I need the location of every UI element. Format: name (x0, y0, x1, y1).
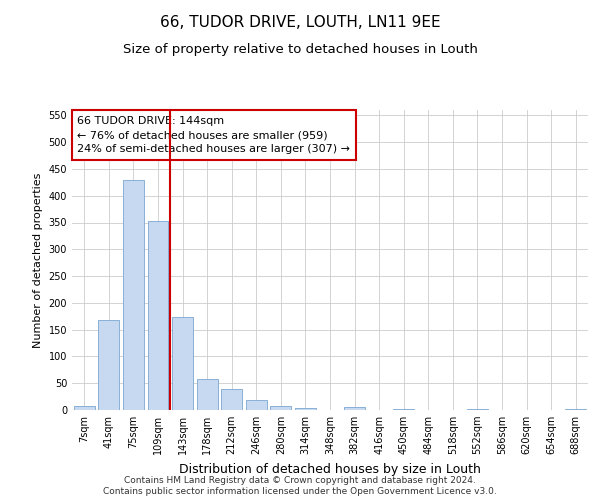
Text: Contains public sector information licensed under the Open Government Licence v3: Contains public sector information licen… (103, 487, 497, 496)
Bar (246, 400, 267, 410)
Bar (295, 408, 316, 410)
Bar (123, 180, 144, 410)
Bar (393, 409, 414, 410)
Bar (221, 388, 242, 410)
Text: Contains HM Land Registry data © Crown copyright and database right 2024.: Contains HM Land Registry data © Crown c… (124, 476, 476, 485)
Bar (74, 406, 95, 410)
Text: Size of property relative to detached houses in Louth: Size of property relative to detached ho… (122, 42, 478, 56)
Bar (565, 409, 586, 410)
Bar (197, 380, 218, 410)
Bar (98, 320, 119, 410)
Text: 66, TUDOR DRIVE, LOUTH, LN11 9EE: 66, TUDOR DRIVE, LOUTH, LN11 9EE (160, 15, 440, 30)
Bar (344, 408, 365, 410)
Bar (172, 317, 193, 410)
Text: 66 TUDOR DRIVE: 144sqm
← 76% of detached houses are smaller (959)
24% of semi-de: 66 TUDOR DRIVE: 144sqm ← 76% of detached… (77, 116, 350, 154)
Bar (271, 406, 292, 410)
X-axis label: Distribution of detached houses by size in Louth: Distribution of detached houses by size … (179, 462, 481, 475)
Bar (148, 221, 169, 410)
Y-axis label: Number of detached properties: Number of detached properties (33, 172, 43, 348)
